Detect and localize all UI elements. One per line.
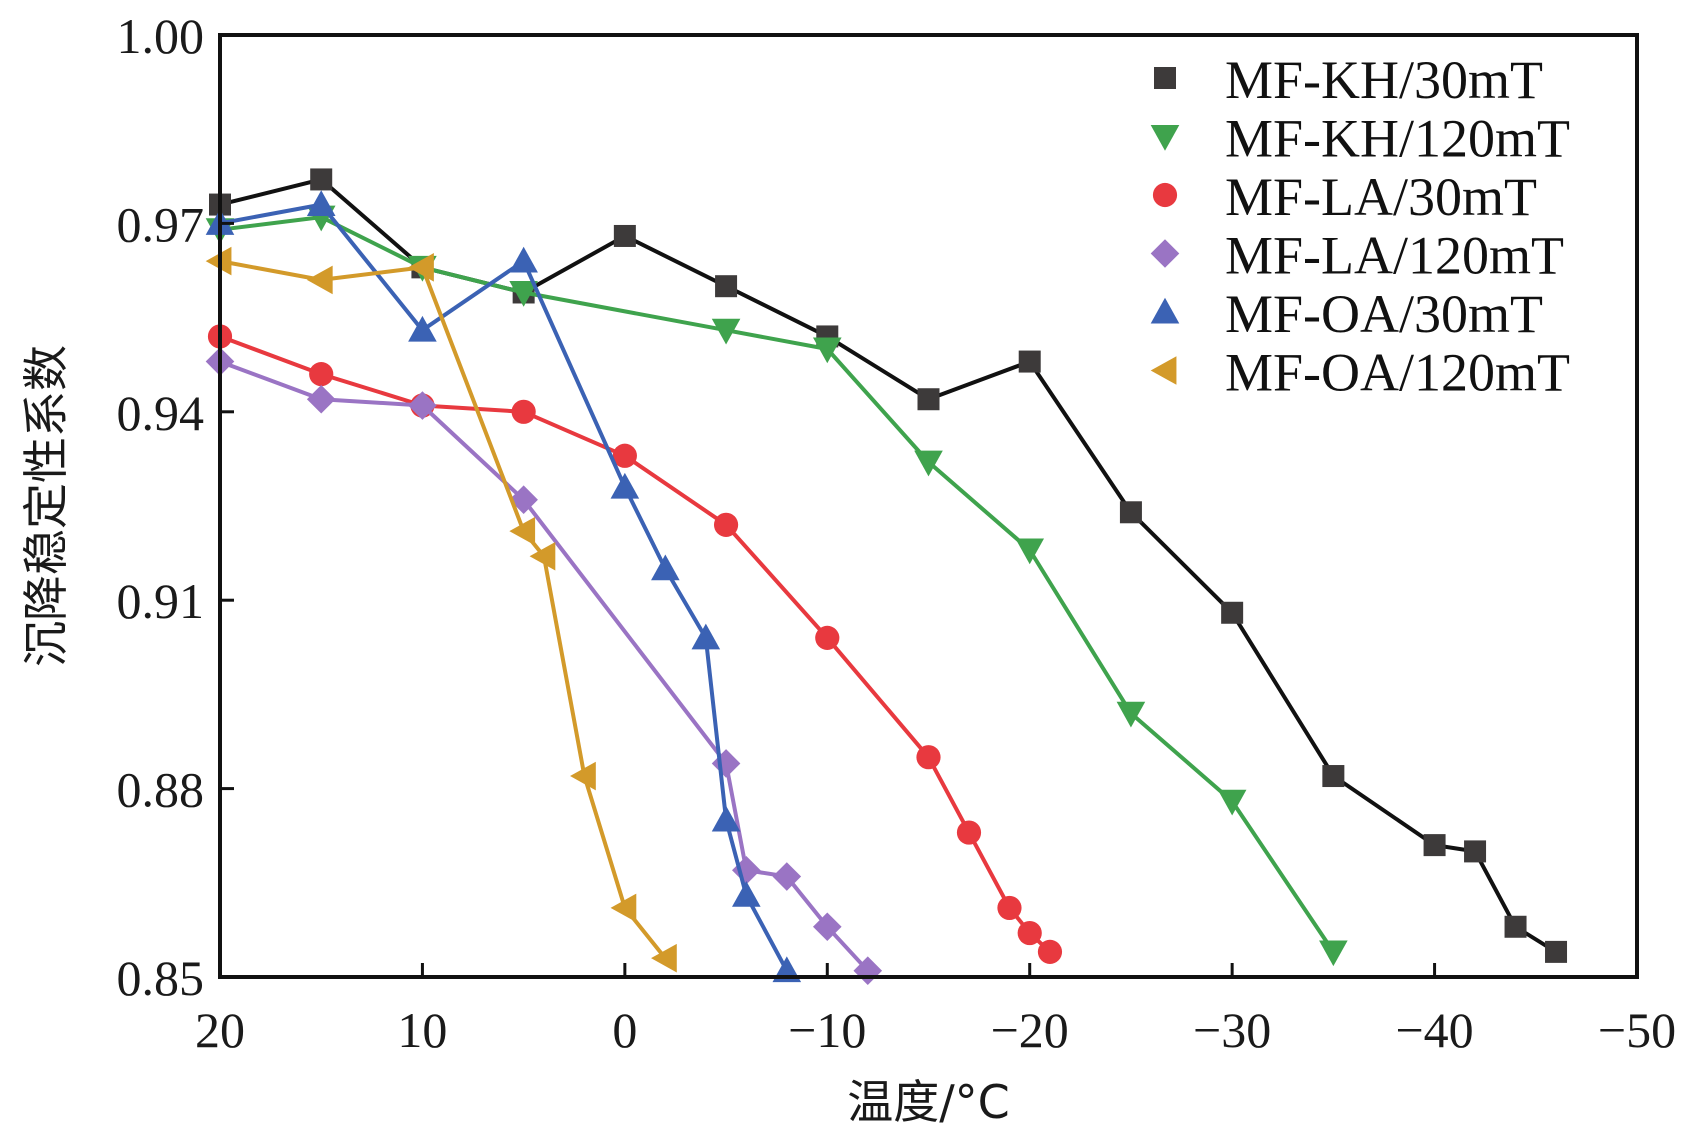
data-point	[1423, 834, 1446, 857]
data-point	[610, 893, 637, 923]
data-point	[570, 761, 596, 791]
data-point	[1119, 501, 1142, 524]
data-point	[1018, 350, 1041, 373]
data-point	[713, 512, 739, 537]
data-point	[997, 895, 1022, 921]
data-point	[613, 224, 636, 247]
legend-label: MF-OA/30mT	[1225, 284, 1543, 344]
legend-label: MF-OA/120mT	[1225, 343, 1570, 403]
legend-marker-icon	[1150, 239, 1180, 268]
x-tick-label: −50	[1598, 1002, 1676, 1058]
legend-item: MF-KH/30mT	[1154, 50, 1543, 110]
data-point	[509, 485, 538, 515]
legend-marker-icon	[1154, 67, 1176, 89]
x-tick-label: 0	[612, 1002, 637, 1058]
x-tick-label: 20	[195, 1002, 245, 1058]
y-tick-label: 0.97	[117, 196, 205, 252]
data-point	[715, 275, 738, 298]
y-axis-title: 沉降稳定性系数	[19, 345, 73, 667]
data-point	[1017, 920, 1042, 946]
y-tick-label: 0.91	[117, 573, 205, 629]
data-point	[812, 337, 842, 364]
data-point	[711, 805, 741, 832]
data-point	[408, 391, 437, 420]
legend-label: MF-KH/30mT	[1225, 50, 1543, 110]
data-point	[651, 943, 677, 973]
legend-marker-icon	[1152, 182, 1178, 208]
data-point	[511, 399, 536, 424]
data-point	[509, 516, 536, 546]
data-point	[916, 745, 941, 770]
data-point	[1217, 789, 1247, 816]
data-point	[529, 541, 556, 571]
axis-ticks: 20 10 0 −10 −20 −30 −40 −50 0.85 0.88 0.91 0.94 0.97…	[117, 8, 1677, 1058]
data-point	[732, 881, 761, 907]
plot-frame	[218, 33, 1639, 979]
legend: MF-KH/30mTMF-KH/120mTMF-LA/30mTMF-LA/120…	[1150, 50, 1570, 403]
series-line	[219, 202, 789, 972]
data-point	[509, 246, 538, 273]
data-point	[610, 472, 640, 499]
data-point	[1221, 601, 1244, 624]
series-line	[219, 359, 870, 973]
data-point	[1116, 701, 1146, 728]
legend-item: MF-KH/120mT	[1150, 109, 1570, 169]
legend-item: MF-LA/120mT	[1150, 226, 1564, 286]
series-mf-oa-30mt	[205, 190, 802, 983]
data-point	[1015, 538, 1045, 565]
x-tick-label: −40	[1395, 1002, 1473, 1058]
data-point	[408, 253, 434, 282]
legend-label: MF-LA/120mT	[1225, 226, 1564, 286]
legend-label: MF-LA/30mT	[1225, 167, 1537, 227]
data-point	[1504, 915, 1527, 938]
data-point	[306, 265, 333, 295]
legend-item: MF-OA/120mT	[1150, 343, 1570, 403]
series-line	[219, 215, 1336, 954]
x-axis-title: 温度/°C	[847, 1075, 1010, 1129]
data-point	[812, 912, 842, 942]
data-point	[956, 820, 982, 845]
series-mf-la-120mt	[205, 347, 883, 986]
x-tick-label: 10	[397, 1002, 447, 1058]
data-point	[917, 388, 940, 411]
y-tick-label: 0.85	[117, 950, 205, 1006]
data-point	[651, 554, 680, 581]
y-tick-label: 1.00	[117, 8, 205, 64]
x-tick-label: −10	[788, 1002, 866, 1058]
legend-item: MF-LA/30mT	[1152, 167, 1537, 227]
series-mf-oa-120mt	[205, 246, 677, 973]
data-point	[711, 318, 741, 345]
data-point	[914, 450, 943, 477]
x-tick-label: −20	[991, 1002, 1069, 1058]
y-tick-label: 0.94	[117, 385, 205, 441]
data-point	[612, 443, 637, 468]
data-point	[1464, 840, 1487, 863]
legend-item: MF-OA/30mT	[1150, 284, 1543, 344]
data-point	[1037, 939, 1063, 964]
legend-marker-icon	[1150, 297, 1180, 324]
data-point	[772, 862, 802, 891]
data-point	[309, 362, 334, 387]
data-point	[310, 168, 333, 191]
data-point	[1545, 940, 1568, 963]
data-point	[1322, 765, 1345, 788]
data-point	[306, 384, 336, 414]
data-point	[1319, 940, 1348, 967]
data-point	[509, 281, 538, 307]
series-line	[219, 259, 667, 960]
data-point	[691, 623, 721, 650]
data-point	[306, 190, 336, 216]
data-point	[408, 315, 437, 342]
legend-marker-icon	[1150, 125, 1180, 151]
x-tick-label: −30	[1193, 1002, 1271, 1058]
data-point	[815, 625, 840, 650]
legend-marker-icon	[1150, 356, 1177, 385]
y-tick-label: 0.88	[117, 762, 205, 818]
legend-label: MF-KH/120mT	[1225, 109, 1570, 169]
